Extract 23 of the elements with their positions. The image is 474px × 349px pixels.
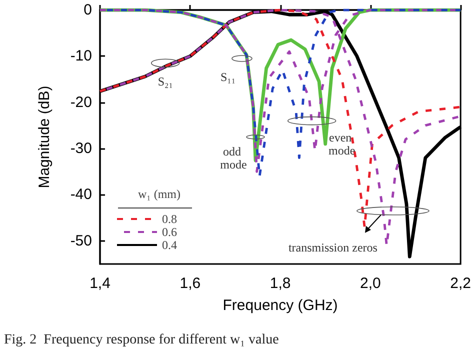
x-tick-label: 1,8	[270, 275, 291, 292]
annotation: even mode	[328, 130, 356, 158]
annotation: S₁₁	[220, 70, 236, 84]
legend-title: w₁ (mm)	[138, 187, 181, 201]
x-tick-label: 1,4	[90, 275, 110, 292]
annotation: odd mode	[220, 144, 247, 172]
x-tick-label: 1,6	[180, 275, 201, 292]
y-tick-label: 0	[84, 2, 92, 18]
legend-label: 0.8	[162, 212, 177, 226]
legend-label: 0.4	[162, 238, 177, 252]
y-tick-label: -10	[70, 48, 92, 65]
y-tick-label: -30	[70, 140, 92, 158]
x-axis-title: Frequency (GHz)	[222, 297, 338, 314]
y-tick-label: -20	[70, 94, 92, 111]
annotation: S₂₁	[158, 74, 173, 89]
x-tick-label: 2,0	[360, 275, 381, 292]
y-tick-label: -40	[70, 186, 92, 204]
y-axis-title: Magnitude (dB)	[36, 86, 53, 188]
y-tick-label: -50	[70, 232, 92, 250]
x-tick-label: 2,2	[450, 275, 472, 292]
caption: Fig. 2 Frequency response for different w₁ value	[4, 332, 279, 348]
annotation: transmission zeros	[288, 240, 378, 254]
legend-label: 0.6	[162, 225, 177, 239]
